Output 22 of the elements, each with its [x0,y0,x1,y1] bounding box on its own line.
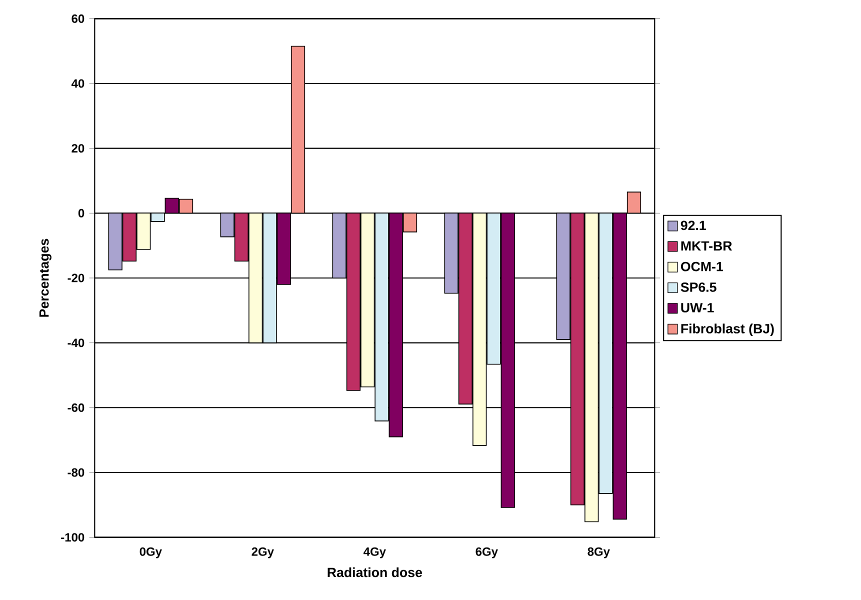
legend-label: OCM-1 [680,262,724,272]
x-tick-label: 4Gy [364,547,386,558]
x-tick-label: 6Gy [476,547,498,558]
x-tick-label: 8Gy [588,547,610,558]
y-tick-label: -80 [68,468,84,477]
y-tick-label: -40 [68,338,84,348]
y-tick-label: 20 [72,144,84,153]
legend-label: 92.1 [680,220,706,230]
legend-label: UW-1 [681,303,714,312]
y-tick-label: 40 [71,79,84,88]
legend-label: SP6.5 [680,282,716,292]
y-tick-label: -20 [68,274,84,282]
x-axis-title: Radiation dose [328,567,422,578]
y-axis-title: Percentages [39,238,52,317]
legend-label: Fibroblast (BJ) [681,324,774,336]
y-tick-label: 0 [78,208,84,218]
y-tick-label: -100 [61,533,84,542]
x-tick-label: 0Gy [140,547,162,558]
y-tick-label: 60 [72,14,84,23]
y-tick-label: -60 [68,403,84,412]
x-tick-label: 2Gy [252,547,274,558]
legend-label: MKT-BR [681,241,732,251]
